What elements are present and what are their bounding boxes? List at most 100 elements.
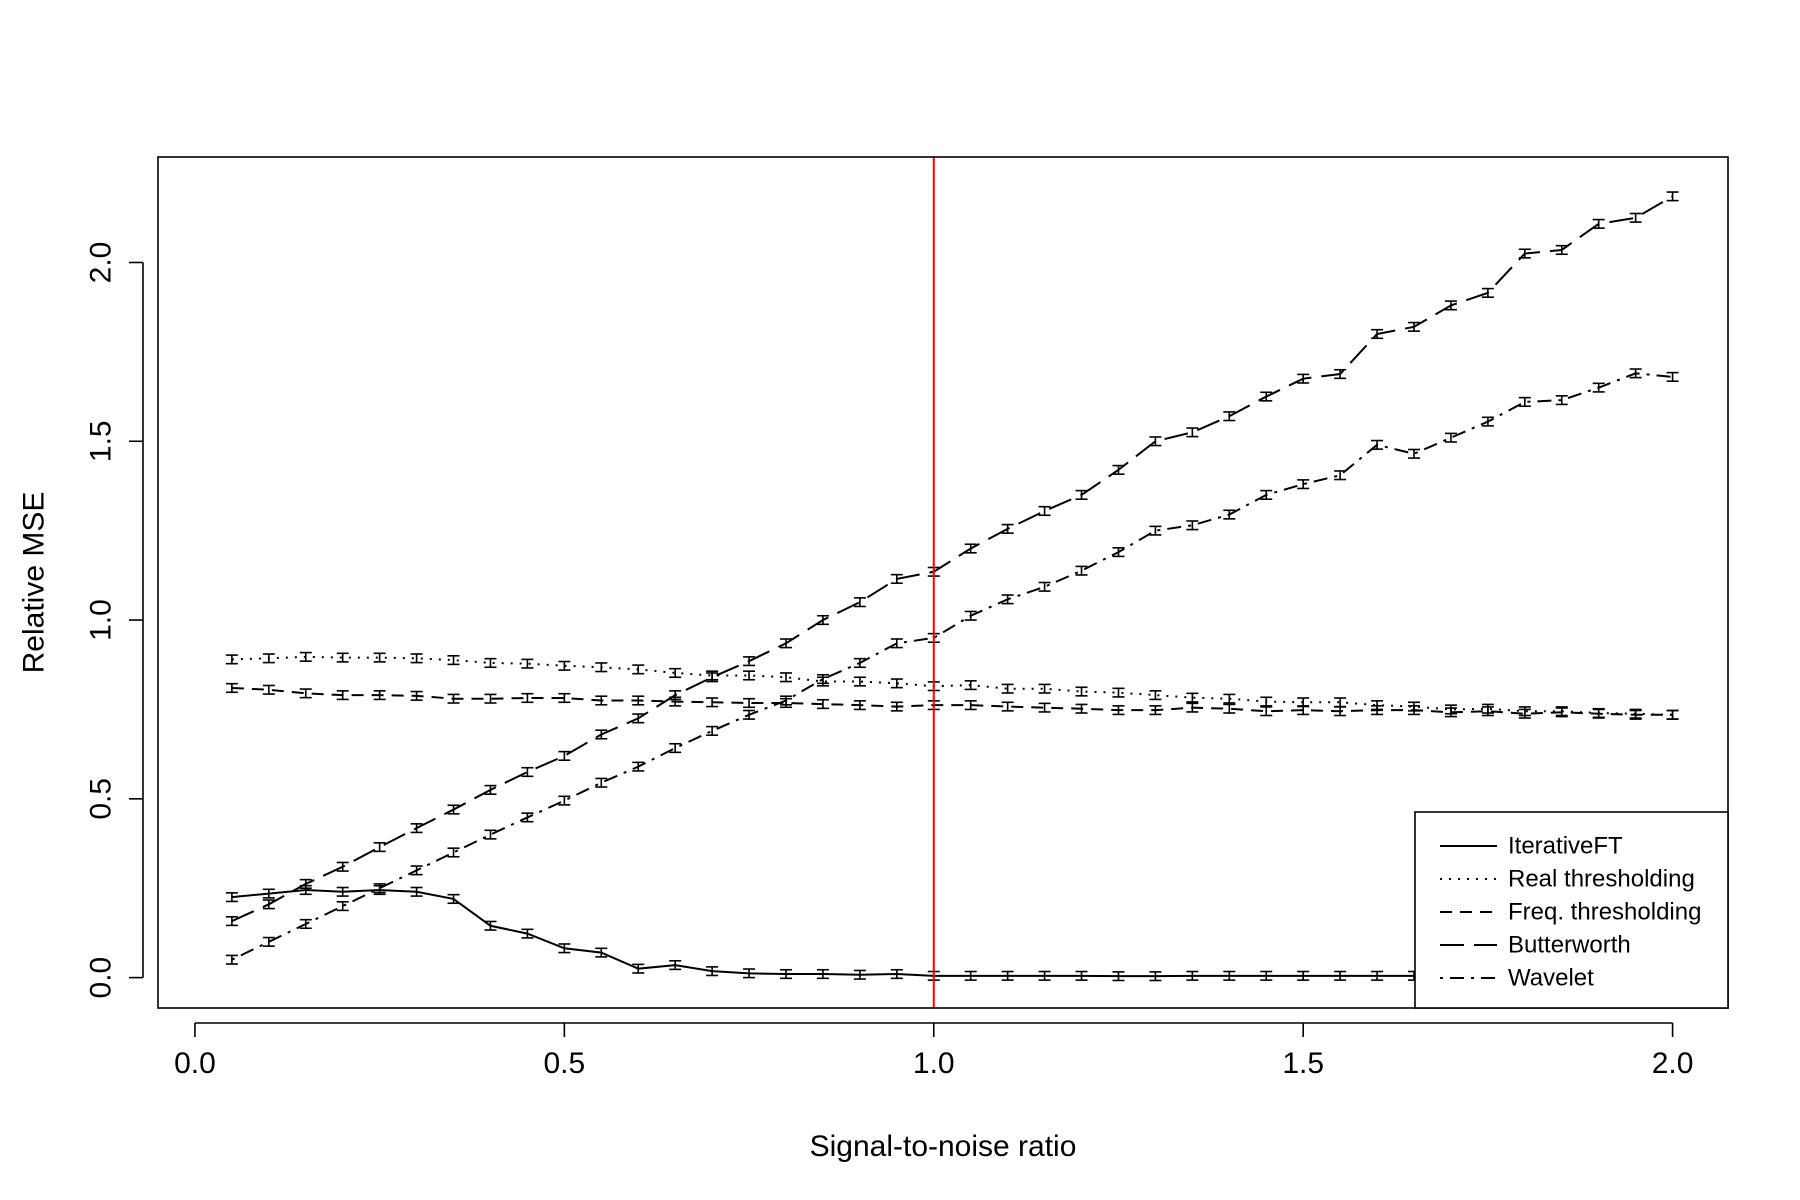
series-wavelet — [225, 368, 1679, 965]
axes-group: 0.0 0.5 1.0 1.5 2.0 0.0 0.5 1.0 1.5 2.0 — [85, 242, 1694, 1080]
error-bar — [1629, 212, 1642, 223]
error-bar — [410, 865, 423, 876]
error-bar — [1001, 683, 1014, 694]
error-bar — [632, 713, 645, 724]
y-tick-label: 2.0 — [85, 242, 118, 284]
error-bar — [816, 673, 829, 685]
error-bar — [1149, 436, 1162, 447]
error-bar — [336, 690, 349, 701]
error-bar — [1555, 244, 1568, 256]
y-axis-label: Relative MSE — [18, 492, 51, 674]
error-bar — [299, 688, 312, 699]
error-bar — [1518, 708, 1531, 719]
error-bar — [447, 693, 460, 704]
error-bar — [1334, 706, 1347, 717]
error-bar — [1223, 970, 1236, 981]
legend-box — [1414, 811, 1729, 1009]
error-bar — [1666, 709, 1679, 720]
error-bar — [558, 943, 571, 954]
series-line — [231, 686, 1673, 716]
error-bar — [521, 658, 534, 669]
error-bar — [336, 652, 349, 663]
error-bar — [1186, 692, 1199, 703]
error-bar — [447, 804, 460, 815]
error-bar — [1260, 489, 1273, 500]
error-bar — [484, 784, 497, 795]
error-bar — [262, 653, 275, 664]
error-bar — [1223, 509, 1236, 520]
error-bar — [595, 695, 608, 706]
error-bar — [1518, 396, 1531, 408]
error-bar — [632, 963, 645, 974]
x-tick-label: 0.5 — [543, 1047, 585, 1080]
error-bar — [1001, 594, 1014, 605]
error-bar — [743, 670, 756, 681]
error-bar — [262, 936, 275, 947]
error-bar — [743, 697, 756, 709]
legend-label: IterativeFT — [1508, 833, 1623, 860]
error-bar — [225, 954, 238, 965]
error-bar — [1666, 191, 1679, 202]
error-bar — [890, 573, 903, 585]
error-bar — [1001, 701, 1014, 712]
error-bar — [853, 676, 866, 687]
error-bar — [1666, 371, 1679, 382]
error-bar — [558, 750, 571, 762]
error-bar — [964, 543, 977, 554]
y-tick-label: 1.5 — [85, 420, 118, 462]
error-bar — [1075, 489, 1088, 500]
series-freq-thresholding — [225, 682, 1679, 720]
error-bar — [373, 883, 386, 894]
error-bar — [484, 657, 497, 669]
error-bar — [1297, 970, 1310, 981]
error-bar — [373, 842, 386, 853]
error-bar — [1149, 705, 1162, 716]
legend-item: Freq. thresholding — [1440, 899, 1701, 926]
error-bar — [669, 690, 682, 701]
error-bar — [484, 920, 497, 931]
legend: IterativeFT Real thresholding Freq. thresh… — [1414, 811, 1729, 1009]
error-bar — [1481, 706, 1494, 717]
series-line — [231, 372, 1673, 961]
error-bar — [1186, 970, 1199, 981]
error-bar — [225, 916, 238, 927]
error-bar — [1408, 448, 1420, 459]
error-bar — [595, 662, 608, 673]
error-bar — [336, 861, 349, 872]
series-butterworth — [225, 191, 1679, 927]
error-bar — [1334, 970, 1347, 981]
error-bar — [1112, 547, 1125, 558]
error-bar — [1297, 705, 1310, 716]
x-tick-label: 0.0 — [174, 1047, 216, 1080]
error-bar — [1555, 395, 1568, 406]
error-bar — [336, 901, 349, 912]
error-bar — [706, 725, 719, 736]
error-bar — [964, 680, 977, 691]
error-bar — [632, 695, 645, 706]
error-bar — [410, 690, 423, 701]
error-bar — [447, 655, 460, 666]
error-bar — [632, 761, 645, 772]
error-bar — [1223, 693, 1236, 704]
legend-label: Butterworth — [1508, 932, 1631, 959]
error-bar — [262, 888, 275, 899]
error-bar — [853, 657, 866, 669]
x-tick-label: 1.5 — [1282, 1047, 1324, 1080]
plot-frame — [157, 156, 1729, 1009]
error-bar — [1260, 696, 1273, 707]
error-bar — [964, 700, 977, 711]
error-bar — [780, 638, 792, 649]
error-bar — [743, 968, 756, 979]
error-bar — [669, 960, 682, 971]
error-bar — [743, 709, 756, 720]
error-bar — [964, 610, 977, 621]
error-bar — [1001, 523, 1014, 534]
error-bar — [1038, 505, 1051, 517]
error-bar — [447, 847, 460, 858]
error-bar — [1260, 391, 1273, 402]
y-tick-label: 0.0 — [85, 957, 118, 999]
error-bar — [632, 664, 645, 675]
error-bar — [1408, 705, 1420, 716]
